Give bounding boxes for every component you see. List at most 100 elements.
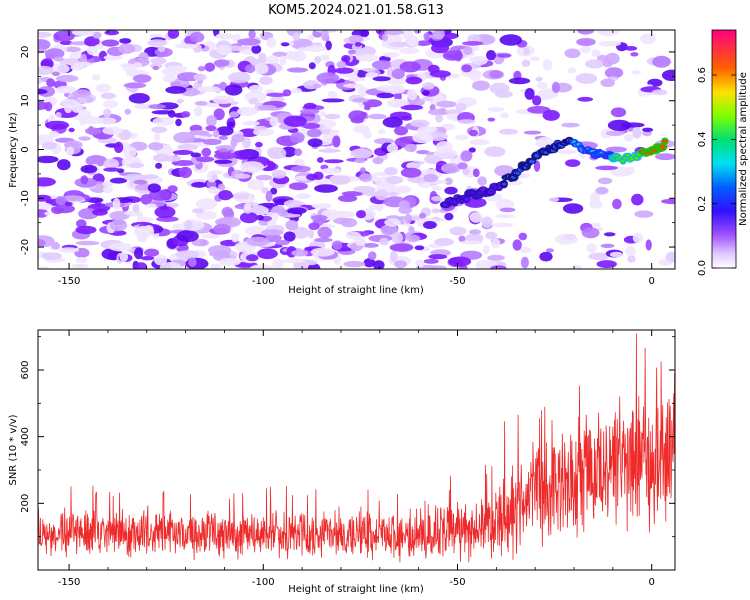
heatmap-cell-1004 (405, 76, 423, 85)
heatmap-cell-647 (572, 264, 582, 269)
heatmap-cell-1202 (469, 129, 478, 137)
heatmap-cell-942 (94, 44, 104, 50)
topYTicks-label-0: -20 (20, 239, 31, 255)
heatmap-cell-1180 (376, 85, 400, 92)
heatmap-cell-629 (362, 243, 379, 248)
heatmap-cell-927 (329, 129, 340, 134)
heatmap-cell-648 (391, 232, 403, 244)
heatmap-cell-344 (217, 183, 226, 191)
heatmap-cell-1169 (462, 41, 484, 46)
heatmap-cell-655 (359, 167, 366, 175)
heatmap-cell-619 (551, 81, 561, 94)
heatmap-cell-336 (59, 40, 73, 45)
heatmap-cell-1019 (257, 104, 277, 111)
heatmap-cell-1133 (113, 141, 124, 153)
heatmap-cell-1076 (38, 78, 43, 85)
heatmap-cell-591 (299, 108, 320, 115)
heatmap-cell-251 (272, 51, 288, 57)
heatmap-cell-935 (133, 179, 148, 185)
heatmap-cell-1158 (310, 247, 335, 257)
heatmap-cell-507 (201, 147, 212, 157)
heatmap-cell-727 (265, 190, 273, 202)
heatmap-cell-376 (431, 186, 442, 191)
heatmap-cell-337 (604, 67, 624, 79)
heatmap-cell-236 (429, 265, 447, 269)
heatmap-cell-584 (39, 266, 50, 269)
heatmap-cell-709 (586, 243, 597, 253)
heatmap-cell-1071 (313, 171, 324, 180)
heatmap-cell-607 (384, 167, 398, 176)
heatmap-cell-865 (202, 138, 222, 146)
heatmap-cell-510 (302, 122, 321, 130)
heatmap-cell-522 (355, 69, 368, 78)
heatmap-cell-1183 (44, 211, 51, 216)
botYTicks-label-1: 400 (20, 427, 31, 446)
heatmap-cell-613 (138, 52, 149, 63)
heatmap-cell-1176 (213, 152, 237, 160)
heatmap-cell-1123 (542, 109, 560, 121)
heatmap-cell-451 (149, 33, 163, 39)
heatmap-cell-543 (203, 102, 224, 108)
heatmap-cell-1194 (368, 113, 387, 120)
heatmap-cell-1038 (457, 162, 468, 170)
heatmap-cell-1032 (431, 43, 450, 54)
heatmap-cell-88 (610, 107, 627, 118)
heatmap-cell-806 (289, 50, 307, 62)
botXTicks-label-1: -100 (252, 577, 275, 588)
heatmap-cell-567 (132, 203, 140, 213)
heatmap-cell-252 (270, 96, 285, 103)
heatmap-cell-1149 (102, 185, 113, 194)
heatmap-cell-978 (469, 212, 483, 223)
heatmap-cell-857 (381, 33, 389, 42)
heatmap-cell-540 (554, 233, 578, 245)
signal-track-core-78 (625, 154, 630, 157)
heatmap-cell-741 (645, 239, 652, 251)
spectrogram-y-ticks: -20 -10 0 10 20 (20, 46, 675, 255)
heatmap-cell-227 (415, 40, 432, 46)
heatmap-cell-875 (291, 249, 309, 257)
heatmap-cell-1054 (154, 206, 176, 219)
heatmap-cell-495 (642, 127, 654, 132)
heatmap-cell-675 (270, 187, 278, 195)
heatmap-cell-1134 (208, 245, 232, 256)
heatmap-cell-800 (124, 210, 135, 216)
heatmap-cell-689 (194, 101, 208, 106)
colorbar: 0.0 0.2 0.4 0.6 Normalized spectral amplitu… (697, 29, 749, 276)
heatmap-cell-1049 (347, 49, 356, 55)
heatmap-cell-45 (325, 40, 332, 51)
heatmap-cell-743 (356, 210, 366, 219)
signal-track-core-94 (662, 139, 668, 143)
colorbar-label: Normalized spectral amplitude (738, 72, 749, 226)
heatmap-cell-51 (449, 226, 467, 236)
heatmap-cell-1172 (455, 103, 467, 112)
heatmap-cell-638 (259, 76, 273, 85)
heatmap-cell-1070 (110, 219, 128, 232)
heatmap-cell-432 (85, 155, 108, 167)
heatmap-cell-518 (118, 43, 136, 54)
heatmap-cell-683 (359, 173, 373, 183)
heatmap-cell-424 (383, 52, 400, 58)
heatmap-cell-1186 (394, 126, 408, 136)
heatmap-cell-921 (155, 162, 163, 169)
heatmap-cell-24 (100, 92, 117, 100)
heatmap-cell-1012 (422, 82, 435, 90)
heatmap-cell-1062 (248, 30, 256, 39)
signal-track-core-93 (659, 144, 666, 149)
snr-x-label: Height of straight line (km) (288, 584, 424, 595)
heatmap-cell-65 (261, 187, 269, 194)
heatmap-cell-1046 (55, 112, 62, 118)
heatmap-cell-267 (103, 100, 118, 108)
heatmap-cell-1080 (548, 197, 560, 202)
heatmap-cell-768 (324, 113, 341, 120)
heatmap-cell-1198 (577, 30, 595, 35)
heatmap-cell-733 (353, 124, 370, 134)
heatmap-cell-126 (314, 56, 322, 64)
heatmap-cell-745 (246, 254, 259, 262)
heatmap-cell-130 (172, 223, 183, 231)
heatmap-cell-1092 (562, 203, 584, 214)
heatmap-cell-1024 (280, 42, 290, 47)
snr-plot-area (38, 333, 675, 563)
heatmap-cell-446 (389, 250, 398, 262)
heatmap-cell-445 (192, 208, 205, 214)
heatmap-cell-350 (661, 69, 675, 81)
